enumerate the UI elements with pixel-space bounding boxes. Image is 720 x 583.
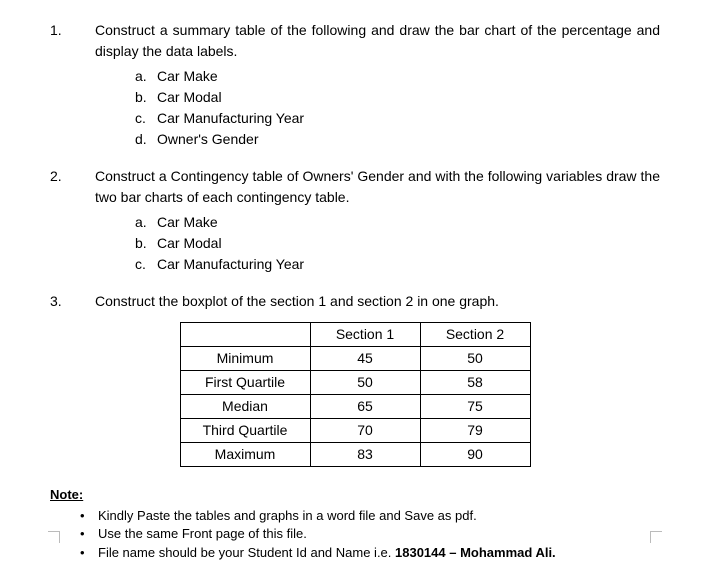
note-label: Note: — [50, 485, 660, 505]
sub-text: Car Make — [157, 66, 218, 87]
table-header-cell: Section 2 — [420, 323, 530, 347]
table-row: Median6575 — [180, 395, 530, 419]
sub-item: b.Car Modal — [135, 233, 660, 254]
note-text: File name should be your Student Id and … — [98, 544, 556, 563]
table-cell: Minimum — [180, 347, 310, 371]
table-cell: 50 — [420, 347, 530, 371]
sub-item: a.Car Make — [135, 66, 660, 87]
question-text: Construct the boxplot of the section 1 a… — [95, 293, 499, 309]
sub-text: Owner's Gender — [157, 129, 259, 150]
question-body: Construct a Contingency table of Owners'… — [95, 166, 660, 275]
bullet-icon: • — [80, 507, 98, 526]
table-cell: Median — [180, 395, 310, 419]
question-number: 2. — [50, 166, 95, 275]
crop-mark-right-icon — [650, 531, 662, 543]
note-item: •File name should be your Student Id and… — [80, 544, 660, 563]
sub-text: Car Modal — [157, 87, 222, 108]
question-item: 3. Construct the boxplot of the section … — [50, 291, 660, 312]
table-header-cell — [180, 323, 310, 347]
question-body: Construct the boxplot of the section 1 a… — [95, 291, 660, 312]
sub-mark: c. — [135, 254, 157, 275]
table-row: Third Quartile7079 — [180, 419, 530, 443]
table-cell: 45 — [310, 347, 420, 371]
question-text: Construct a Contingency table of Owners'… — [95, 168, 660, 205]
question-sublist: a.Car Make b.Car Modal c.Car Manufacturi… — [135, 212, 660, 275]
sub-item: c.Car Manufacturing Year — [135, 108, 660, 129]
table-cell: 83 — [310, 443, 420, 467]
document-page: 1. Construct a summary table of the foll… — [0, 0, 720, 583]
bullet-icon: • — [80, 544, 98, 563]
table-cell: 58 — [420, 371, 530, 395]
question-number: 3. — [50, 291, 95, 312]
note-item: •Kindly Paste the tables and graphs in a… — [80, 507, 660, 526]
question-text: Construct a summary table of the followi… — [95, 22, 660, 59]
table-cell: Maximum — [180, 443, 310, 467]
table-row: Minimum4550 — [180, 347, 530, 371]
table-cell: 50 — [310, 371, 420, 395]
sub-mark: a. — [135, 66, 157, 87]
table-row: Maximum8390 — [180, 443, 530, 467]
table-header-row: Section 1 Section 2 — [180, 323, 530, 347]
question-item: 1. Construct a summary table of the foll… — [50, 20, 660, 150]
sub-item: d.Owner's Gender — [135, 129, 660, 150]
table-row: First Quartile5058 — [180, 371, 530, 395]
sub-mark: d. — [135, 129, 157, 150]
table-cell: 65 — [310, 395, 420, 419]
table-header-cell: Section 1 — [310, 323, 420, 347]
note-text: Kindly Paste the tables and graphs in a … — [98, 507, 477, 526]
crop-mark-left-icon — [48, 531, 60, 543]
table-cell: 79 — [420, 419, 530, 443]
sub-mark: b. — [135, 87, 157, 108]
sub-item: c.Car Manufacturing Year — [135, 254, 660, 275]
sub-text: Car Manufacturing Year — [157, 254, 304, 275]
question-sublist: a.Car Make b.Car Modal c.Car Manufacturi… — [135, 66, 660, 150]
sub-mark: c. — [135, 108, 157, 129]
sub-text: Car Modal — [157, 233, 222, 254]
sub-mark: a. — [135, 212, 157, 233]
sub-text: Car Manufacturing Year — [157, 108, 304, 129]
table-cell: 75 — [420, 395, 530, 419]
boxplot-data-table: Section 1 Section 2 Minimum4550 First Qu… — [180, 322, 531, 467]
sub-item: a.Car Make — [135, 212, 660, 233]
page-footer-marks — [0, 529, 720, 543]
table-cell: 70 — [310, 419, 420, 443]
question-item: 2. Construct a Contingency table of Owne… — [50, 166, 660, 275]
sub-item: b.Car Modal — [135, 87, 660, 108]
question-body: Construct a summary table of the followi… — [95, 20, 660, 150]
table-cell: 90 — [420, 443, 530, 467]
sub-mark: b. — [135, 233, 157, 254]
table-cell: Third Quartile — [180, 419, 310, 443]
table-cell: First Quartile — [180, 371, 310, 395]
sub-text: Car Make — [157, 212, 218, 233]
question-number: 1. — [50, 20, 95, 150]
